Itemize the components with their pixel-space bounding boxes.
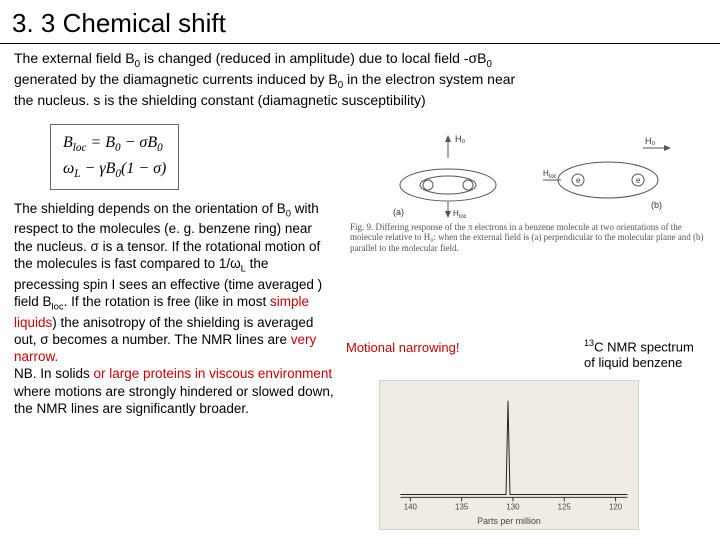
diagram-b: e e H₀ Hloc (b) (543, 130, 673, 220)
body-text: NB. In solids (14, 366, 94, 381)
section-title: 3. 3 Chemical shift (0, 0, 720, 44)
svg-text:(a): (a) (393, 207, 404, 217)
svg-text:(b): (b) (651, 200, 662, 210)
svg-text:140: 140 (404, 502, 418, 511)
intro-text: generated by the diamagnetic currents in… (14, 71, 338, 87)
formula-text: (1 − σ) (121, 160, 166, 177)
subscript-loc: loc (52, 302, 64, 313)
svg-text:H₀: H₀ (455, 134, 465, 144)
motional-narrowing-label: Motional narrowing! (346, 340, 459, 355)
intro-text: The external field B (14, 50, 135, 66)
formula-1: Bloc = B0 − σB0 (63, 134, 163, 151)
formula-text: − γB (81, 160, 116, 177)
intro-text: the nucleus. s is the shielding constant… (14, 92, 426, 108)
svg-text:135: 135 (455, 502, 469, 511)
diagram-a: H₀ Hloc (a) (383, 130, 513, 220)
body-text: The shielding depends on the orientation… (14, 201, 286, 216)
body-text: . If the rotation is free (like in most (64, 294, 270, 309)
figure-caption: Fig. 9. Differing response of the π elec… (350, 222, 706, 254)
subscript-loc: loc (73, 142, 87, 154)
svg-text:125: 125 (558, 502, 572, 511)
x-axis-label: Parts per million (477, 516, 541, 526)
svg-text:loc: loc (549, 174, 557, 180)
body-text: ) the anisotropy of the shielding is ave… (14, 315, 313, 347)
svg-text:H₀: H₀ (645, 136, 655, 146)
body-text: where motions are strongly hindered or s… (14, 384, 334, 416)
formula-text: − σB (121, 134, 157, 151)
nmr-spectrum-label: 13C NMR spectrum of liquid benzene (584, 338, 706, 372)
formula-box: Bloc = B0 − σB0 ωL − γB0(1 − σ) (50, 124, 179, 190)
subscript-zero: 0 (486, 59, 491, 70)
figure-column: H₀ Hloc (a) e e H₀ Hloc (b) Fig. 9. Diff… (334, 200, 712, 418)
nmr-text: C NMR spectrum of liquid benzene (584, 339, 694, 370)
formula-text: ω (63, 160, 74, 177)
body-paragraph: The shielding depends on the orientation… (14, 200, 334, 418)
formula-text: = B (86, 134, 115, 151)
formula-text: B (63, 134, 73, 151)
svg-text:e: e (576, 176, 581, 185)
subscript-zero: 0 (157, 142, 163, 154)
svg-text:130: 130 (506, 502, 520, 511)
svg-text:e: e (636, 176, 641, 185)
svg-text:loc: loc (459, 214, 467, 220)
svg-text:120: 120 (609, 502, 623, 511)
benzene-diagrams: H₀ Hloc (a) e e H₀ Hloc (b) (344, 130, 712, 220)
superscript-13: 13 (584, 338, 594, 348)
body-text-red: or large proteins in viscous environment (94, 366, 333, 381)
intro-text: is changed (reduced in amplitude) due to… (140, 50, 486, 66)
formula-2: ωL − γB0(1 − σ) (63, 160, 166, 177)
intro-text: in the electron system near (343, 71, 515, 87)
nmr-spectrum-chart: 140 135 130 125 120 Parts per million (379, 380, 639, 530)
intro-paragraph: The external field B 0 is changed (reduce… (0, 50, 720, 110)
